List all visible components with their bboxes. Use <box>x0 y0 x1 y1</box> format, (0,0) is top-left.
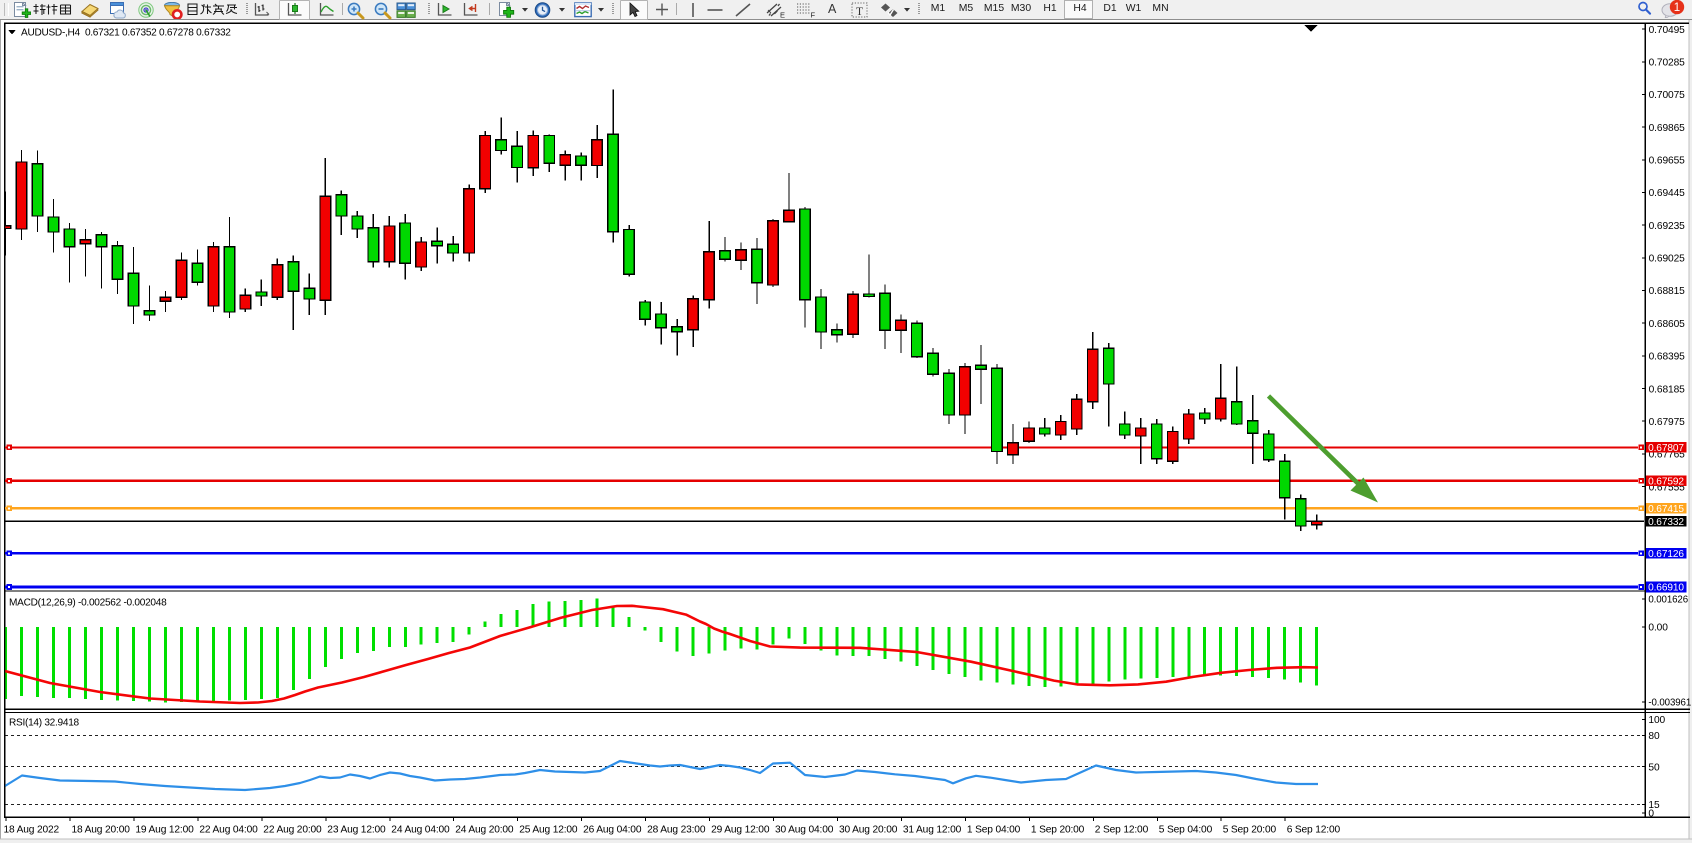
svg-text:23 Aug 12:00: 23 Aug 12:00 <box>327 824 386 835</box>
svg-text:0.66910: 0.66910 <box>1648 583 1684 594</box>
svg-text:18 Aug 2022: 18 Aug 2022 <box>4 824 60 835</box>
svg-text:30 Aug 20:00: 30 Aug 20:00 <box>839 824 898 835</box>
svg-text:0.68395: 0.68395 <box>1649 352 1686 363</box>
svg-text:28 Aug 23:00: 28 Aug 23:00 <box>647 824 706 835</box>
svg-text:19 Aug 12:00: 19 Aug 12:00 <box>135 824 194 835</box>
svg-text:29 Aug 12:00: 29 Aug 12:00 <box>711 824 770 835</box>
svg-text:0.69445: 0.69445 <box>1649 188 1686 199</box>
svg-text:0.70285: 0.70285 <box>1649 58 1686 69</box>
svg-text:6 Sep 12:00: 6 Sep 12:00 <box>1287 824 1341 835</box>
svg-text:0.001626: 0.001626 <box>1648 594 1688 605</box>
svg-text:0.69235: 0.69235 <box>1649 221 1686 232</box>
svg-text:0.70495: 0.70495 <box>1649 25 1686 36</box>
svg-text:0.67807: 0.67807 <box>1648 443 1684 454</box>
svg-text:MACD(12,26,9) -0.002562 -0.002: MACD(12,26,9) -0.002562 -0.002048 <box>9 598 167 609</box>
svg-text:15: 15 <box>1648 800 1660 811</box>
svg-text:24 Aug 04:00: 24 Aug 04:00 <box>391 824 450 835</box>
svg-text:5 Sep 04:00: 5 Sep 04:00 <box>1159 824 1213 835</box>
svg-text:24 Aug 20:00: 24 Aug 20:00 <box>455 824 514 835</box>
svg-text:0.67332: 0.67332 <box>1648 517 1684 528</box>
svg-text:30 Aug 04:00: 30 Aug 04:00 <box>775 824 834 835</box>
svg-text:0.67126: 0.67126 <box>1648 549 1684 560</box>
svg-text:0.67975: 0.67975 <box>1649 417 1686 428</box>
svg-text:AUDUSD-,H4 0.67321 0.67352 0.: AUDUSD-,H4 0.67321 0.67352 0.67278 0.673… <box>21 28 231 39</box>
svg-text:0.69025: 0.69025 <box>1649 254 1686 265</box>
svg-text:26 Aug 04:00: 26 Aug 04:00 <box>583 824 642 835</box>
svg-text:0.68185: 0.68185 <box>1649 384 1686 395</box>
svg-text:0.00: 0.00 <box>1648 623 1668 634</box>
svg-text:-0.003961: -0.003961 <box>1648 698 1691 709</box>
svg-text:22 Aug 20:00: 22 Aug 20:00 <box>263 824 322 835</box>
svg-text:22 Aug 04:00: 22 Aug 04:00 <box>199 824 258 835</box>
svg-text:T: T <box>856 6 863 18</box>
svg-text:5 Sep 20:00: 5 Sep 20:00 <box>1223 824 1277 835</box>
svg-text:0.69655: 0.69655 <box>1649 156 1686 167</box>
svg-text:RSI(14) 32.9418: RSI(14) 32.9418 <box>9 718 80 729</box>
svg-text:0.67765: 0.67765 <box>1649 450 1686 461</box>
svg-text:0.69865: 0.69865 <box>1649 123 1686 134</box>
svg-text:F: F <box>811 10 816 19</box>
svg-text:E: E <box>780 10 785 19</box>
svg-text:0.68605: 0.68605 <box>1649 319 1686 330</box>
svg-text:25 Aug 12:00: 25 Aug 12:00 <box>519 824 578 835</box>
svg-text:1 Sep 20:00: 1 Sep 20:00 <box>1031 824 1085 835</box>
svg-text:1: 1 <box>1674 2 1680 14</box>
svg-text:2 Sep 12:00: 2 Sep 12:00 <box>1095 824 1149 835</box>
svg-text:1 Sep 04:00: 1 Sep 04:00 <box>967 824 1021 835</box>
svg-text:0.67415: 0.67415 <box>1648 504 1684 515</box>
svg-text:100: 100 <box>1648 715 1665 726</box>
svg-text:18 Aug 20:00: 18 Aug 20:00 <box>72 824 131 835</box>
svg-text:0: 0 <box>1648 808 1654 819</box>
svg-text:0.67592: 0.67592 <box>1648 476 1684 487</box>
svg-text:31 Aug 12:00: 31 Aug 12:00 <box>903 824 962 835</box>
svg-text:0.68815: 0.68815 <box>1649 286 1686 297</box>
svg-text:0.67555: 0.67555 <box>1649 482 1686 493</box>
svg-text:0.70075: 0.70075 <box>1649 90 1686 101</box>
svg-text:50: 50 <box>1648 762 1660 773</box>
svg-text:80: 80 <box>1648 731 1660 742</box>
